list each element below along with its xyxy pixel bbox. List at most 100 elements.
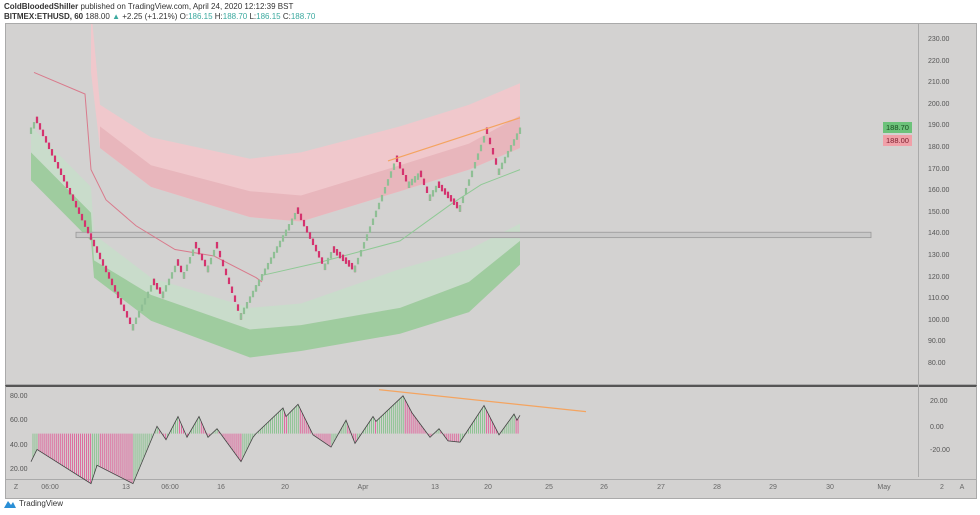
renko-brick xyxy=(335,249,339,256)
price-tick-label: 210.00 xyxy=(928,79,950,87)
renko-brick xyxy=(389,171,393,178)
renko-brick xyxy=(386,179,390,186)
renko-brick xyxy=(50,149,54,156)
renko-brick xyxy=(326,257,330,265)
renko-brick xyxy=(128,317,132,325)
renko-brick xyxy=(191,249,195,256)
renko-brick xyxy=(503,156,507,164)
renko-brick xyxy=(83,220,87,227)
renko-brick xyxy=(254,285,258,292)
renko-brick xyxy=(284,229,288,237)
renko-brick xyxy=(476,153,480,160)
renko-brick xyxy=(302,219,306,227)
price-tag-last: 188.00 xyxy=(883,135,912,146)
renko-brick xyxy=(446,191,450,199)
renko-brick xyxy=(308,232,312,239)
renko-brick xyxy=(482,136,486,143)
renko-brick xyxy=(137,311,141,318)
renko-brick xyxy=(290,218,294,225)
time-tick-label: 30 xyxy=(826,484,834,491)
price-tick-label: 150.00 xyxy=(928,208,950,216)
time-axis[interactable] xyxy=(5,479,977,499)
renko-brick xyxy=(494,158,498,165)
time-tick-label: 20 xyxy=(281,484,289,491)
renko-brick xyxy=(485,127,489,134)
renko-brick xyxy=(248,296,252,303)
renko-brick xyxy=(395,155,399,163)
renko-brick xyxy=(59,168,63,175)
renko-brick xyxy=(65,181,69,188)
time-tick-label: 16 xyxy=(217,484,225,491)
renko-brick xyxy=(500,162,504,170)
renko-brick xyxy=(119,298,123,305)
renko-brick xyxy=(269,257,273,264)
oscillator-right-tick: 20.00 xyxy=(930,398,948,405)
close-value: 188.70 xyxy=(290,12,316,21)
price-tick-label: 180.00 xyxy=(928,144,950,151)
renko-brick xyxy=(278,240,282,248)
renko-brick xyxy=(155,283,159,290)
renko-brick xyxy=(176,259,180,266)
renko-brick xyxy=(362,242,366,249)
renko-brick xyxy=(299,213,303,221)
time-tick-label: 06:00 xyxy=(161,484,179,491)
renko-brick xyxy=(443,188,447,195)
horizontal-zone xyxy=(75,231,872,239)
renko-brick xyxy=(224,268,228,276)
price-tick-label: 160.00 xyxy=(928,187,950,195)
renko-brick xyxy=(206,265,210,273)
renko-brick xyxy=(113,285,117,292)
renko-brick xyxy=(401,168,405,175)
renko-brick xyxy=(101,259,105,266)
renko-brick xyxy=(140,304,144,312)
renko-brick xyxy=(41,129,45,137)
price-tick-label: 170.00 xyxy=(928,165,950,173)
renko-brick xyxy=(74,200,78,208)
oscillator-trendline xyxy=(378,389,587,413)
renko-brick xyxy=(116,291,120,299)
renko-brick xyxy=(239,313,243,320)
price-tick-label: 220.00 xyxy=(928,57,950,65)
renko-brick xyxy=(440,184,444,192)
ohlc-line: BITMEX:ETHUSD, 60 188.00 ▲ +2.25 (+1.21%… xyxy=(4,12,315,21)
time-tick-label: 27 xyxy=(657,484,665,491)
renko-brick xyxy=(71,194,75,201)
renko-brick xyxy=(146,291,150,299)
renko-brick xyxy=(215,241,219,249)
renko-brick xyxy=(188,257,192,264)
renko-brick xyxy=(359,249,363,257)
renko-brick xyxy=(179,265,183,273)
tradingview-logo-icon xyxy=(4,501,16,508)
renko-brick xyxy=(125,311,129,318)
renko-brick xyxy=(398,162,402,169)
renko-brick xyxy=(263,268,267,275)
renko-brick xyxy=(89,233,93,240)
author[interactable]: ColdBloodedShiller xyxy=(4,2,79,11)
renko-brick xyxy=(410,178,414,186)
renko-brick xyxy=(518,127,522,134)
footer-brand[interactable]: TradingView xyxy=(4,499,63,508)
price-trendline xyxy=(387,117,521,162)
renko-brick xyxy=(320,257,324,264)
renko-brick xyxy=(95,246,99,253)
renko-brick xyxy=(272,251,276,259)
renko-brick xyxy=(356,257,360,265)
renko-brick xyxy=(35,116,39,124)
renko-brick xyxy=(77,207,81,214)
renko-brick xyxy=(56,162,60,169)
renko-brick xyxy=(236,304,240,311)
oscillator-pane[interactable] xyxy=(5,385,977,480)
renko-brick xyxy=(434,185,438,193)
moving-average-line-1 xyxy=(261,169,521,276)
renko-brick xyxy=(296,207,300,214)
low-value: 186.15 xyxy=(256,12,281,21)
renko-brick xyxy=(404,175,408,182)
price-tick-label: 190.00 xyxy=(928,122,950,130)
renko-brick xyxy=(314,244,318,252)
renko-brick xyxy=(227,277,231,285)
renko-brick xyxy=(344,257,348,264)
renko-brick xyxy=(374,210,378,218)
renko-brick xyxy=(287,224,291,231)
renko-brick xyxy=(200,253,204,261)
